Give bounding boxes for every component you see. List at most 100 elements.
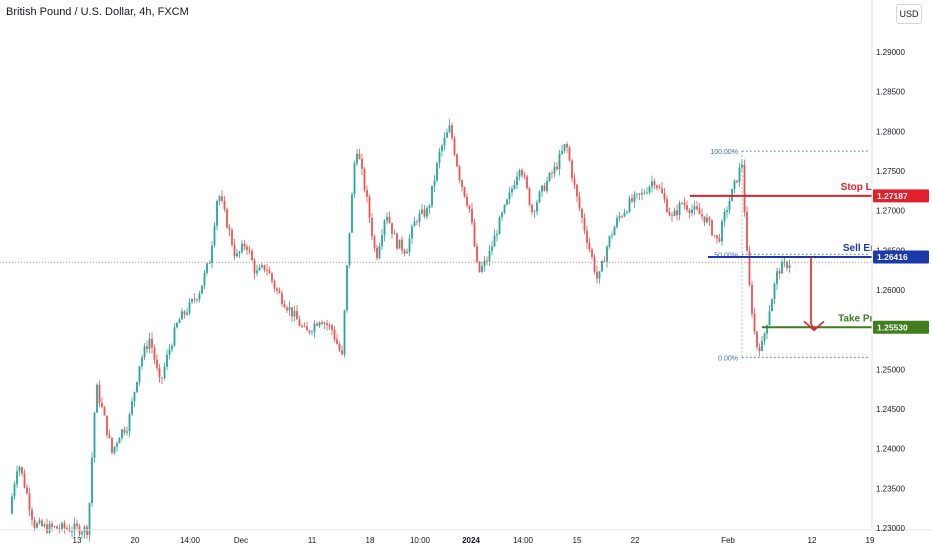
- time-tick-label: Feb: [721, 536, 735, 545]
- candle-body: [611, 235, 613, 237]
- candle-body: [788, 265, 791, 269]
- candle-body: [753, 313, 756, 332]
- candle-body: [651, 181, 653, 187]
- candle-body: [728, 201, 731, 211]
- candle-body: [331, 325, 333, 331]
- candle-body: [658, 187, 661, 189]
- candle-body: [51, 523, 53, 527]
- candle-body: [86, 526, 88, 536]
- candle-body: [701, 214, 703, 217]
- candle-body: [433, 180, 436, 186]
- candle-body: [688, 210, 691, 214]
- candle-body: [223, 200, 226, 210]
- candle-body: [401, 239, 403, 251]
- candle-body: [248, 249, 251, 251]
- candle-body: [501, 212, 503, 218]
- candle-body: [563, 143, 566, 151]
- candle-body: [411, 226, 413, 239]
- candle-body: [298, 319, 301, 327]
- candle-body: [113, 446, 116, 453]
- candle-body: [318, 322, 321, 326]
- candle-body: [756, 331, 758, 348]
- candle-body: [626, 211, 628, 213]
- candle-body: [388, 216, 391, 223]
- candle-body: [233, 244, 236, 257]
- candle-body: [76, 523, 78, 527]
- price-tick-label: 1.24500: [876, 405, 905, 414]
- candle-body: [273, 280, 276, 289]
- candle-body: [723, 212, 726, 222]
- candle-body: [666, 199, 668, 212]
- candle-body: [511, 188, 513, 193]
- candle-body: [746, 211, 748, 251]
- candle-body: [123, 429, 126, 433]
- candle-body: [693, 206, 696, 210]
- candle-body: [778, 271, 781, 274]
- candle-body: [588, 242, 591, 250]
- candle-body: [236, 253, 238, 257]
- candle-body: [573, 178, 576, 185]
- candle-body: [283, 304, 286, 308]
- time-tick-label: 2024: [462, 536, 480, 545]
- candle-body: [358, 153, 361, 160]
- candle-body: [738, 167, 741, 183]
- candle-body: [166, 354, 168, 367]
- candle-body: [671, 215, 673, 217]
- candle-body: [371, 217, 373, 237]
- candle-body: [591, 249, 593, 257]
- profit-price-tag: [873, 320, 929, 334]
- time-tick-label: 20: [131, 536, 140, 545]
- candle-body: [448, 125, 451, 133]
- candle-body: [456, 154, 458, 167]
- time-tick-label: 14:00: [180, 536, 201, 545]
- candle-body: [21, 467, 23, 474]
- candle-body: [518, 170, 521, 177]
- candle-body: [106, 415, 108, 435]
- currency-button[interactable]: USD: [896, 4, 922, 24]
- time-tick-label: 19: [866, 536, 875, 545]
- stop-level-label: Stop Loss: [841, 182, 890, 193]
- candle-body: [578, 196, 581, 209]
- candle-body: [336, 339, 338, 344]
- candle-body: [366, 190, 368, 197]
- price-tick-label: 1.27500: [876, 167, 905, 176]
- candle-body: [341, 350, 343, 355]
- candle-body: [161, 377, 163, 379]
- candle-body: [733, 180, 736, 189]
- candle-body: [353, 163, 356, 195]
- candle-body: [513, 185, 516, 189]
- candle-body: [148, 338, 151, 349]
- candle-body: [351, 194, 353, 233]
- price-tick-label: 1.24000: [876, 445, 905, 454]
- candle-body: [673, 210, 676, 216]
- candle-body: [548, 173, 551, 182]
- candle-body: [593, 256, 596, 272]
- candle-body: [73, 523, 76, 532]
- candle-body: [53, 526, 56, 528]
- candle-body: [253, 260, 256, 274]
- candle-body: [208, 262, 211, 264]
- candle-body: [133, 392, 136, 402]
- candle-body: [221, 196, 223, 201]
- candle-body: [773, 283, 776, 300]
- candle-body: [213, 225, 216, 246]
- candle-body: [648, 186, 651, 193]
- candle-body: [308, 330, 311, 333]
- candle-body: [621, 216, 623, 217]
- candle-body: [561, 150, 563, 154]
- candle-body: [758, 347, 761, 351]
- candles: [11, 119, 791, 542]
- candle-body: [391, 222, 393, 234]
- candle-body: [88, 503, 91, 536]
- candle-body: [741, 164, 743, 168]
- candle-body: [173, 327, 176, 346]
- candle-body: [536, 202, 538, 212]
- candle-body: [431, 185, 433, 207]
- candle-body: [546, 181, 548, 191]
- time-axis: 13 20 14:00 Dec 11 18 10:00 2024 14:00 15 22 Feb 12 1…: [73, 536, 875, 545]
- candle-body: [183, 311, 186, 315]
- candle-body: [516, 176, 518, 186]
- candle-body: [781, 262, 783, 274]
- candle-body: [443, 137, 446, 146]
